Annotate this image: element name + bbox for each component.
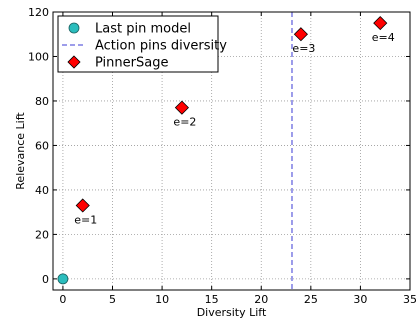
x-tick-label: 10 (155, 293, 169, 306)
legend: Last pin model Action pins diversity Pin… (57, 15, 227, 73)
y-tick-label: 40 (35, 184, 49, 197)
plot-series: e=1 e=2 e=3 e=4 (57, 12, 395, 290)
pinnersage-point-label: e=2 (173, 116, 196, 129)
legend-marker-last-pin-model (68, 22, 80, 34)
x-tick-label: 5 (109, 293, 116, 306)
y-tick-label: 80 (35, 95, 49, 108)
pinnersage-point-label: e=1 (74, 213, 97, 226)
pinnersage-point (174, 100, 189, 115)
last-pin-model-point (57, 273, 69, 285)
legend-marker-pinnersage (67, 55, 81, 69)
x-tick-label: 35 (403, 293, 416, 306)
pinnersage-point (75, 198, 90, 213)
y-tick-label: 120 (28, 6, 49, 19)
y-tick-label: 100 (28, 50, 49, 63)
y-tick-label: 60 (35, 139, 49, 152)
axis-ticks: 0 5 10 15 20 25 30 35 0 20 40 60 80 100 120 (28, 6, 416, 306)
pinnersage-point-label: e=4 (372, 31, 395, 44)
x-tick-label: 25 (304, 293, 318, 306)
pinnersage-point-label: e=3 (292, 42, 315, 55)
x-tick-label: 30 (353, 293, 367, 306)
legend-label-pinnersage: PinnerSage (95, 56, 168, 71)
x-tick-label: 0 (59, 293, 66, 306)
y-tick-label: 20 (35, 228, 49, 241)
legend-label-last-pin-model: Last pin model (95, 22, 191, 37)
x-tick-label: 15 (205, 293, 219, 306)
legend-label-action-pins-diversity: Action pins diversity (95, 39, 227, 54)
y-axis-label: Relevance Lift (14, 112, 27, 190)
pinnersage-point (373, 16, 388, 31)
plot-frame (52, 11, 411, 291)
y-tick-label: 0 (42, 273, 49, 286)
x-tick-label: 20 (254, 293, 268, 306)
legend-box (57, 15, 219, 73)
x-axis-label: Diversity Lift (197, 306, 267, 319)
pinnersage-point (293, 27, 308, 42)
